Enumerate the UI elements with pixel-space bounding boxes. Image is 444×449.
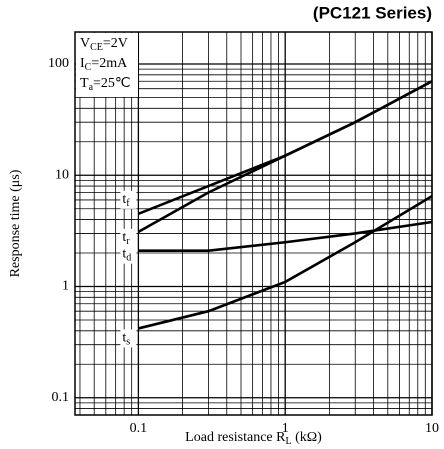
line-series xyxy=(138,194,433,330)
series-label-main: t xyxy=(122,192,126,207)
label-bg xyxy=(120,245,137,264)
label-bg xyxy=(120,228,137,247)
x-axis-label-sub: L xyxy=(285,436,291,447)
series-label: td xyxy=(122,247,131,264)
annotation-part: =2V xyxy=(103,36,128,51)
y-tick-label: 1 xyxy=(62,279,69,294)
series-label-sub: r xyxy=(126,236,130,247)
x-axis-label-part: Load resistance R xyxy=(185,430,286,445)
y-axis-label: Response time (μs) xyxy=(8,169,23,277)
series-label-sub: d xyxy=(126,253,131,264)
x-tick-label: 1 xyxy=(282,421,289,436)
x-axis-label: Load resistance RL (kΩ) xyxy=(185,430,322,447)
annotation-part: V xyxy=(80,36,90,51)
series-label-main: t xyxy=(122,331,126,346)
annotation-part: =25℃ xyxy=(93,76,131,91)
label-bg xyxy=(120,329,137,348)
x-axis-label-part: (kΩ) xyxy=(292,430,323,445)
plot-frame xyxy=(74,31,433,416)
line-series xyxy=(138,220,433,252)
annotation: IC=2mA xyxy=(80,56,128,73)
series-label-main: t xyxy=(122,247,126,262)
series-label: tr xyxy=(122,230,130,247)
series-label-main: t xyxy=(122,230,126,245)
annotation-box xyxy=(76,33,138,97)
series-label: ts xyxy=(122,331,130,348)
y-tick-label: 10 xyxy=(55,167,69,182)
annotation-part: T xyxy=(80,76,89,91)
annotation-sub: a xyxy=(89,82,94,93)
annotation-part: =2mA xyxy=(91,56,128,71)
annotation-sub: CE xyxy=(90,42,103,53)
x-tick-label: 10 xyxy=(425,421,439,436)
annotation-part: I xyxy=(80,56,85,71)
series-label: tf xyxy=(122,192,130,209)
x-tick-label: 0.1 xyxy=(130,421,148,436)
y-tick-label: 0.1 xyxy=(52,390,70,405)
annotation: Ta=25℃ xyxy=(80,76,131,93)
label-bg xyxy=(120,190,137,209)
line-series xyxy=(137,80,433,233)
chart-title: (PC121 Series) xyxy=(313,3,432,22)
series-label-sub: f xyxy=(126,198,130,209)
y-tick-label: 100 xyxy=(48,56,69,71)
series-label-sub: s xyxy=(126,337,130,348)
annotation: VCE=2V xyxy=(80,36,128,53)
annotation-sub: C xyxy=(85,62,92,73)
